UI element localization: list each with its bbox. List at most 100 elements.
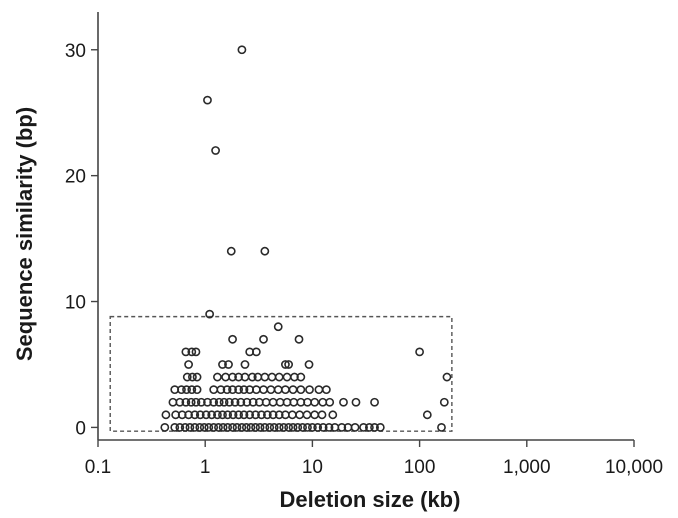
data-point xyxy=(175,423,185,432)
y-tick-label: 20 xyxy=(65,167,86,188)
y-axis-title: Sequence similarity (bp) xyxy=(12,107,37,361)
data-point xyxy=(185,423,195,432)
y-tick-label: 10 xyxy=(65,293,86,314)
data-point xyxy=(284,423,294,432)
data-point xyxy=(239,410,249,420)
data-point xyxy=(415,347,424,357)
data-point xyxy=(214,423,223,432)
data-point xyxy=(375,423,385,432)
data-point xyxy=(223,410,233,420)
data-point xyxy=(209,397,219,407)
y-tick-label: 30 xyxy=(65,41,86,62)
data-point xyxy=(305,385,314,395)
data-point xyxy=(273,322,283,332)
data-point xyxy=(191,397,201,407)
data-point xyxy=(422,410,432,420)
data-point xyxy=(274,410,284,420)
data-point xyxy=(230,397,240,407)
data-point xyxy=(266,385,276,395)
data-point xyxy=(213,410,222,420)
data-point xyxy=(234,385,244,395)
data-point xyxy=(295,410,305,420)
data-point xyxy=(251,347,261,357)
data-point xyxy=(228,423,237,432)
data-point xyxy=(221,372,231,382)
data-point xyxy=(219,397,229,407)
data-point xyxy=(170,423,180,432)
data-point xyxy=(205,309,215,319)
x-tick-label: 0.1 xyxy=(85,457,111,478)
data-point xyxy=(339,397,348,407)
data-point xyxy=(218,423,228,432)
data-point xyxy=(260,372,270,382)
data-point xyxy=(350,423,360,432)
x-ticks: 0.1 1 10 100 1,000 10,000 xyxy=(85,440,663,478)
data-point xyxy=(290,372,299,382)
data-point xyxy=(273,385,283,395)
data-point xyxy=(269,423,279,432)
data-point xyxy=(328,410,338,420)
data-point xyxy=(284,360,294,369)
data-point xyxy=(218,360,227,369)
data-point xyxy=(325,397,335,407)
data-point xyxy=(281,360,290,369)
data-point xyxy=(288,385,298,395)
data-point xyxy=(274,423,284,432)
data-point xyxy=(245,410,255,420)
data-point xyxy=(203,95,212,105)
data-point xyxy=(224,360,233,369)
data-point xyxy=(281,385,290,395)
data-point xyxy=(267,372,277,382)
data-point xyxy=(203,397,212,407)
x-axis-title: Deletion size (kb) xyxy=(280,487,461,512)
data-point xyxy=(321,385,331,395)
data-point xyxy=(259,334,268,344)
data-point xyxy=(442,372,452,382)
x-tick-label: 1,000 xyxy=(503,457,551,478)
data-point xyxy=(160,423,170,432)
data-point xyxy=(195,423,205,432)
highlight-box xyxy=(109,315,453,432)
data-point xyxy=(177,385,186,395)
data-point xyxy=(228,410,238,420)
data-point xyxy=(310,397,320,407)
data-point xyxy=(287,410,297,420)
data-point xyxy=(237,45,247,55)
data-points xyxy=(160,45,452,432)
data-point xyxy=(204,423,214,432)
data-point xyxy=(314,385,324,395)
data-point xyxy=(247,372,257,382)
data-point xyxy=(324,423,334,432)
data-point xyxy=(251,423,260,432)
data-point xyxy=(187,347,197,357)
data-point xyxy=(260,246,270,256)
data-point xyxy=(214,397,224,407)
data-point xyxy=(303,423,312,432)
data-point xyxy=(337,423,347,432)
y-ticks: 0 10 20 30 xyxy=(65,41,98,439)
data-point xyxy=(211,146,220,155)
data-point xyxy=(184,360,193,369)
data-point xyxy=(248,397,258,407)
data-point xyxy=(190,423,200,432)
axes xyxy=(97,12,634,441)
data-point xyxy=(195,410,205,420)
data-point xyxy=(209,385,219,395)
data-point xyxy=(191,347,201,357)
data-point xyxy=(370,397,379,407)
data-point xyxy=(181,347,191,357)
data-point xyxy=(222,385,232,395)
data-point xyxy=(307,423,317,432)
x-tick-label: 100 xyxy=(404,457,436,478)
data-point xyxy=(279,423,289,432)
data-point xyxy=(187,385,197,395)
data-point xyxy=(237,423,247,432)
y-tick-label: 0 xyxy=(75,418,86,439)
data-point xyxy=(224,397,234,407)
x-tick-label: 1 xyxy=(200,457,211,478)
data-point xyxy=(209,423,219,432)
data-point xyxy=(364,423,374,432)
data-point xyxy=(182,372,192,382)
data-point xyxy=(181,397,191,407)
